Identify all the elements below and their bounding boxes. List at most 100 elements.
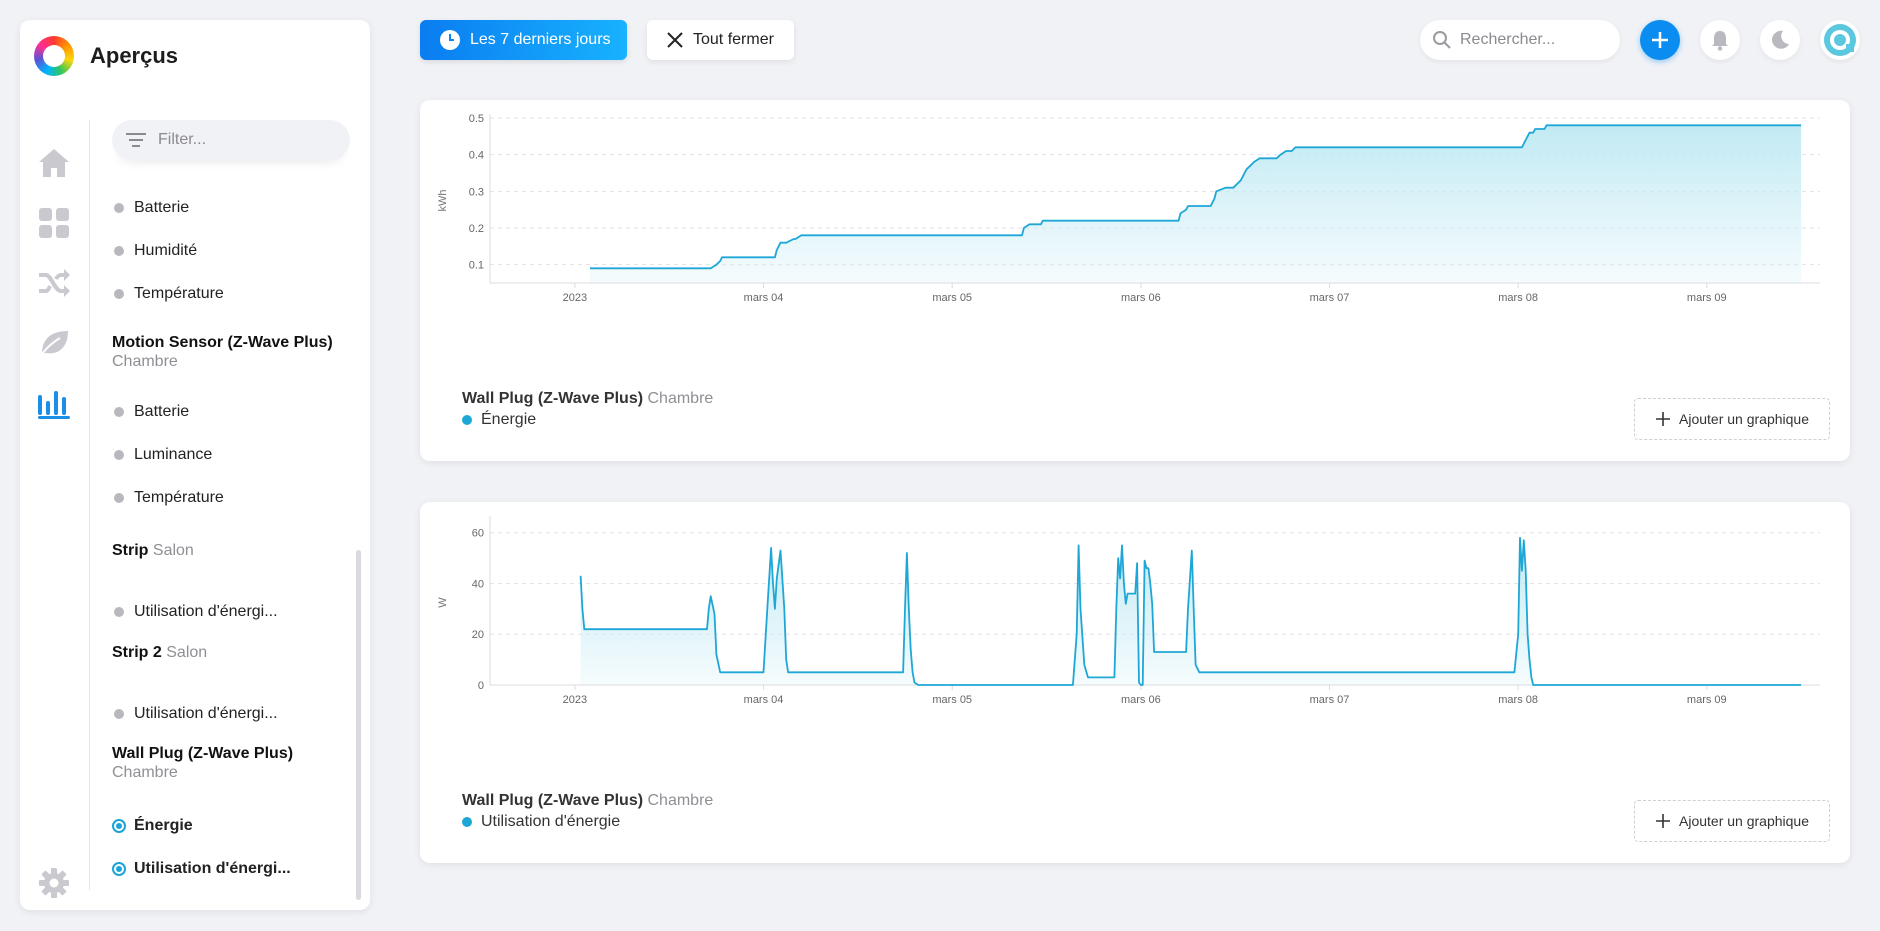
legend-device: Wall Plug (Z-Wave Plus) [462, 792, 644, 809]
device-name: Wall Plug (Z-Wave Plus) [112, 745, 294, 762]
add-chart-button[interactable]: Ajouter un graphique [1634, 398, 1830, 440]
series-line[interactable] [579, 536, 1802, 686]
selected-radio-icon [112, 862, 126, 876]
legend-series[interactable]: Utilisation d'énergie [462, 813, 713, 831]
list-item[interactable]: Utilisation d'énergi... [112, 600, 278, 624]
device-room: Salon [152, 542, 194, 559]
dark-mode-button[interactable] [1760, 20, 1800, 60]
y-tick-label: 0.5 [469, 113, 484, 125]
notifications-button[interactable] [1700, 20, 1740, 60]
leaf-label: Température [134, 489, 224, 506]
add-chart-label: Ajouter un graphique [1679, 813, 1809, 829]
date-range-button[interactable]: Les 7 derniers jours [420, 20, 627, 60]
app-logo [34, 36, 74, 76]
series-dot [462, 415, 472, 425]
device-room: Chambre [112, 353, 178, 370]
x-tick-label: mars 08 [1498, 694, 1538, 706]
device-name: Strip [112, 542, 149, 559]
bell-icon [1712, 31, 1728, 51]
bullet-icon [114, 246, 124, 256]
series-area [590, 125, 1802, 283]
list-item[interactable]: Température [112, 486, 224, 510]
chart-legend: Wall Plug (Z-Wave Plus) Chambre Énergie [462, 390, 713, 429]
y-tick-label: 40 [472, 578, 484, 590]
x-tick-label: 2023 [563, 292, 587, 304]
power-chart: 0 20 40 60 W 2023 mars 04 mars 05 mars 06 mars 07… [437, 516, 1820, 706]
insights-chart-icon[interactable] [36, 385, 72, 421]
list-item[interactable]: Batterie [112, 196, 189, 220]
search-input[interactable] [1460, 31, 1610, 49]
device-group-title: Strip Salon [112, 542, 194, 560]
plus-icon [1652, 32, 1668, 48]
legend-device: Wall Plug (Z-Wave Plus) [462, 390, 644, 407]
list-item[interactable]: Luminance [112, 443, 212, 467]
list-item-selected[interactable]: Utilisation d'énergi... [112, 857, 291, 881]
device-room: Salon [166, 644, 208, 661]
brand: Aperçus [34, 36, 178, 76]
device-group-title: Strip 2 Salon [112, 644, 207, 662]
leaf-label: Utilisation d'énergi... [134, 860, 291, 877]
list-item-selected[interactable]: Énergie [112, 814, 193, 838]
list-item[interactable]: Humidité [112, 239, 197, 263]
close-all-button[interactable]: Tout fermer [647, 20, 794, 60]
dashboard-icon[interactable] [36, 205, 72, 241]
legend-series[interactable]: Énergie [462, 411, 713, 429]
legend-room: Chambre [647, 792, 714, 809]
bullet-icon [114, 289, 124, 299]
automation-shuffle-icon[interactable] [36, 265, 72, 301]
x-tick-label: mars 04 [744, 292, 784, 304]
leaf-label: Utilisation d'énergi... [134, 603, 278, 620]
leaf-label: Batterie [134, 403, 190, 420]
legend-title: Wall Plug (Z-Wave Plus) Chambre [462, 792, 713, 810]
leaf-energy-icon[interactable] [36, 325, 72, 361]
x-tick-label: mars 06 [1121, 694, 1161, 706]
date-range-label: Les 7 derniers jours [470, 31, 611, 48]
settings-gear-icon[interactable] [36, 865, 72, 901]
plus-icon [1656, 814, 1670, 828]
home-icon[interactable] [36, 145, 72, 181]
leaf-label: Température [134, 285, 224, 302]
leaf-label: Luminance [134, 446, 213, 463]
bullet-icon [114, 407, 124, 417]
chart-card-energy: 0.1 0.2 0.3 0.4 0.5 kWh 2023 mars 04 mars 05 mars… [420, 100, 1850, 461]
x-tick-label: mars 07 [1310, 292, 1350, 304]
clock-icon [440, 30, 460, 50]
legend-room: Chambre [647, 390, 714, 407]
bullet-icon [114, 607, 124, 617]
leaf-label: Utilisation d'énergi... [134, 705, 278, 722]
device-group-title: Wall Plug (Z-Wave Plus) [112, 745, 293, 763]
plus-icon [1656, 412, 1670, 426]
filter-icon [126, 133, 146, 147]
sidebar: Aperçus Batterie Humidité Température Mo… [20, 20, 370, 910]
x-tick-label: mars 06 [1121, 292, 1161, 304]
sidebar-scrollbar[interactable] [356, 550, 361, 900]
user-avatar[interactable] [1820, 20, 1860, 60]
avatar-icon [1824, 24, 1856, 56]
series-area [580, 537, 1802, 685]
device-group-title: Motion Sensor (Z-Wave Plus) [112, 334, 333, 352]
filter-field[interactable] [112, 120, 350, 160]
x-tick-label: 2023 [563, 694, 587, 706]
list-item[interactable]: Température [112, 282, 224, 306]
y-tick-label: 0.3 [469, 186, 484, 198]
legend-title: Wall Plug (Z-Wave Plus) Chambre [462, 390, 713, 408]
y-axis-label: W [437, 597, 449, 608]
x-tick-label: mars 05 [932, 694, 972, 706]
bullet-icon [114, 450, 124, 460]
filter-input[interactable] [158, 131, 328, 149]
close-icon [667, 32, 683, 48]
list-item[interactable]: Utilisation d'énergi... [112, 702, 278, 726]
series-line[interactable] [590, 124, 1802, 270]
add-chart-label: Ajouter un graphique [1679, 411, 1809, 427]
x-tick-label: mars 05 [932, 292, 972, 304]
search-box[interactable] [1420, 20, 1620, 60]
chart-legend: Wall Plug (Z-Wave Plus) Chambre Utilisat… [462, 792, 713, 831]
add-button[interactable] [1640, 20, 1680, 60]
x-tick-label: mars 08 [1498, 292, 1538, 304]
list-item[interactable]: Batterie [112, 400, 189, 424]
add-chart-button[interactable]: Ajouter un graphique [1634, 800, 1830, 842]
page-title: Aperçus [90, 43, 179, 68]
leaf-label: Batterie [134, 199, 190, 216]
device-name: Strip 2 [112, 644, 162, 661]
legend-series-label: Énergie [481, 411, 537, 428]
